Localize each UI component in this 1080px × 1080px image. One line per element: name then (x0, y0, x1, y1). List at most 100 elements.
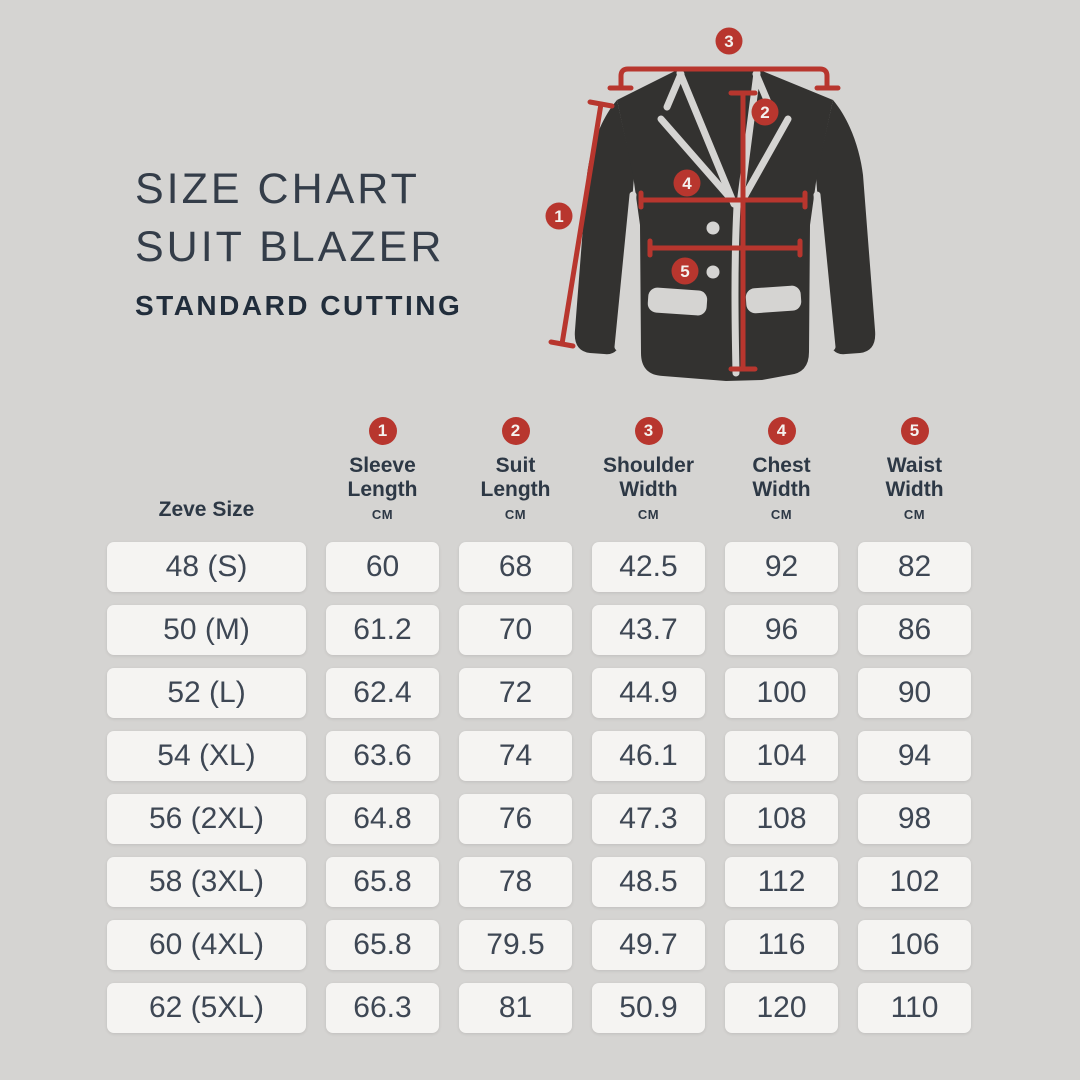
column-header-chest: 4 Chest Width CM (725, 417, 838, 523)
table-row: 60 (4XL) 65.8 79.5 49.7 116 106 (107, 920, 973, 970)
size-cell: 58 (3XL) (107, 857, 306, 907)
marker-1-circle (545, 202, 573, 230)
value-cell: 79.5 (459, 920, 572, 970)
value-cell: 116 (725, 920, 838, 970)
marker-5-circle (671, 257, 699, 285)
value-cell: 104 (725, 731, 838, 781)
table-body: 48 (S) 60 68 42.5 92 82 50 (M) 61.2 70 43.7 96 86 52… (107, 542, 973, 1046)
value-cell: 108 (725, 794, 838, 844)
value-cell: 47.3 (592, 794, 705, 844)
table-row: 50 (M) 61.2 70 43.7 96 86 (107, 605, 973, 655)
marker-1: 1 (545, 202, 573, 230)
right-sleeve-seam (813, 191, 836, 351)
blazer-diagram-svg: 1 2 3 4 5 (545, 27, 876, 381)
marker-1-number: 1 (554, 207, 563, 226)
value-cell: 86 (858, 605, 971, 655)
sleeve-length-line (559, 101, 604, 347)
value-cell: 62.4 (326, 668, 439, 718)
top-button (706, 221, 720, 235)
left-sleeve-seam (614, 191, 637, 351)
value-cell: 76 (459, 794, 572, 844)
value-cell: 44.9 (592, 668, 705, 718)
right-pocket (745, 285, 802, 314)
table-row: 48 (S) 60 68 42.5 92 82 (107, 542, 973, 592)
size-cell: 56 (2XL) (107, 794, 306, 844)
table-row: 54 (XL) 63.6 74 46.1 104 94 (107, 731, 973, 781)
value-cell: 90 (858, 668, 971, 718)
value-cell: 68 (459, 542, 572, 592)
value-cell: 72 (459, 668, 572, 718)
column-header-suit: 2 Suit Length CM (459, 417, 572, 523)
value-cell: 64.8 (326, 794, 439, 844)
column-number-badge: 2 (501, 417, 530, 445)
bottom-button (706, 265, 720, 279)
size-cell: 62 (5XL) (107, 983, 306, 1033)
column-label: Chest Width (752, 454, 811, 501)
column-number-badge: 3 (634, 417, 663, 445)
value-cell: 60 (326, 542, 439, 592)
value-cell: 63.6 (326, 731, 439, 781)
front-split (731, 202, 741, 377)
marker-2: 2 (751, 98, 779, 126)
column-number-badge: 5 (900, 417, 929, 445)
value-cell: 110 (858, 983, 971, 1033)
value-cell: 120 (725, 983, 838, 1033)
left-inner-v (676, 69, 738, 208)
value-cell: 92 (725, 542, 838, 592)
column-label: Sleeve Length (347, 454, 418, 501)
column-label: Shoulder Width (602, 454, 694, 501)
value-cell: 102 (858, 857, 971, 907)
value-cell: 43.7 (592, 605, 705, 655)
column-number-badge: 1 (368, 417, 397, 445)
table-header-row: Zeve Size 1 Sleeve Length CM 2 Suit Length CM 3 S… (107, 417, 973, 523)
value-cell: 61.2 (326, 605, 439, 655)
value-cell: 96 (725, 605, 838, 655)
value-cell: 42.5 (592, 542, 705, 592)
value-cell: 46.1 (592, 731, 705, 781)
jacket-body (617, 70, 833, 381)
marker-4: 4 (673, 169, 701, 197)
value-cell: 100 (725, 668, 838, 718)
column-unit: CM (637, 507, 660, 522)
size-cell: 54 (XL) (107, 731, 306, 781)
table-row: 52 (L) 62.4 72 44.9 100 90 (107, 668, 973, 718)
size-cell: 52 (L) (107, 668, 306, 718)
table-row: 62 (5XL) 66.3 81 50.9 120 110 (107, 983, 973, 1033)
marker-2-circle (751, 98, 779, 126)
value-cell: 66.3 (326, 983, 439, 1033)
left-collar-edge (663, 70, 685, 111)
sleeve-line-bottom-tick (548, 339, 576, 349)
value-cell: 78 (459, 857, 572, 907)
column-unit: CM (903, 507, 926, 522)
value-cell: 82 (858, 542, 971, 592)
value-cell: 50.9 (592, 983, 705, 1033)
column-label: Waist Width (885, 454, 944, 501)
marker-2-number: 2 (760, 103, 769, 122)
value-cell: 106 (858, 920, 971, 970)
blazer-diagram: 1 2 3 4 5 (530, 15, 930, 400)
column-unit: CM (371, 507, 394, 522)
marker-3-number: 3 (724, 32, 733, 51)
size-cell: 50 (M) (107, 605, 306, 655)
column-header-size: Zeve Size (107, 417, 306, 523)
column-unit: CM (770, 507, 793, 522)
marker-4-circle (673, 169, 701, 197)
marker-5: 5 (671, 257, 699, 285)
table-row: 58 (3XL) 65.8 78 48.5 112 102 (107, 857, 973, 907)
marker-3-circle (715, 27, 743, 55)
value-cell: 48.5 (592, 857, 705, 907)
right-lapel-edge (739, 115, 792, 203)
column-unit: CM (504, 507, 527, 522)
marker-3: 3 (715, 27, 743, 55)
value-cell: 81 (459, 983, 572, 1033)
column-label: Suit Length (480, 454, 551, 501)
value-cell: 70 (459, 605, 572, 655)
column-header-waist: 5 Waist Width CM (858, 417, 971, 523)
value-cell: 98 (858, 794, 971, 844)
left-pocket (647, 287, 708, 316)
page-subtitle: STANDARD CUTTING (135, 290, 463, 321)
sleeve-line-top-tick (587, 99, 615, 109)
column-header-sleeve: 1 Sleeve Length CM (326, 417, 439, 523)
table-row: 56 (2XL) 64.8 76 47.3 108 98 (107, 794, 973, 844)
